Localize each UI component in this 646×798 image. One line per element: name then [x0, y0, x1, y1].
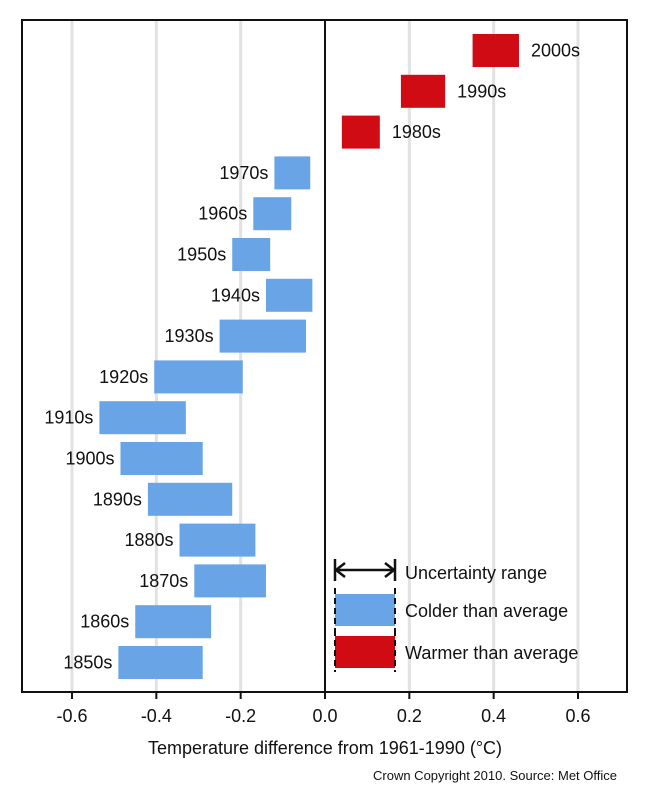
- x-tick-label: -0.4: [141, 706, 172, 726]
- decade-bar-1880s: [179, 523, 256, 557]
- x-tick-label: 0.2: [397, 706, 422, 726]
- legend-label-warmer: Warmer than average: [405, 643, 578, 663]
- credit-line: Crown Copyright 2010. Source: Met Office: [373, 768, 617, 783]
- decade-labels: 2000s 1990s 1980s 1970s 1960s 1950s 1940s 1930s…: [44, 41, 580, 673]
- legend: Uncertainty range Colder than average Wa…: [333, 559, 578, 672]
- decade-label: 1970s: [219, 163, 268, 183]
- decade-label: 1940s: [211, 285, 260, 305]
- decade-bar-1980s: [341, 115, 380, 149]
- decade-bar-1910s: [99, 401, 186, 435]
- legend-item-warmer: Warmer than average: [334, 630, 578, 672]
- x-tick-label: -0.2: [225, 706, 256, 726]
- decade-label: 1890s: [93, 489, 142, 509]
- decade-label: 1930s: [165, 326, 214, 346]
- decade-bar-1960s: [253, 197, 292, 231]
- decade-bars: [99, 34, 519, 679]
- decade-label: 1960s: [198, 204, 247, 224]
- decade-bar-1850s: [118, 646, 203, 679]
- decade-bar-1940s: [265, 278, 313, 312]
- decade-bar-1950s: [232, 238, 271, 271]
- decade-bar-2000s: [472, 34, 519, 67]
- x-axis-ticks: [70, 692, 580, 699]
- x-tick-label: 0.4: [481, 706, 506, 726]
- warmer-swatch-icon: [334, 630, 396, 672]
- decade-bar-1970s: [274, 156, 311, 190]
- decade-bar-1860s: [135, 605, 212, 639]
- uncertainty-range-icon: [333, 559, 397, 581]
- x-axis-title: Temperature difference from 1961-1990 (°…: [148, 738, 502, 758]
- decade-label: 1870s: [139, 571, 188, 591]
- x-tick-label: -0.6: [56, 706, 87, 726]
- decade-label: 1990s: [457, 81, 506, 101]
- decade-bar-1890s: [147, 482, 233, 516]
- decade-label: 1980s: [392, 122, 441, 142]
- x-axis-tick-labels: -0.6 -0.4 -0.2 0.0 0.2 0.4 0.6: [56, 706, 590, 726]
- decade-label: 2000s: [531, 41, 580, 61]
- legend-item-colder: Colder than average: [334, 588, 568, 632]
- decade-label: 1880s: [124, 530, 173, 550]
- decade-bar-1930s: [219, 319, 307, 353]
- x-tick-label: 0.0: [312, 706, 337, 726]
- decade-label: 1910s: [44, 408, 93, 428]
- colder-swatch-icon: [334, 588, 396, 632]
- decade-label: 1900s: [65, 449, 114, 469]
- grid-lines: [70, 20, 580, 692]
- decade-bar-1900s: [120, 442, 203, 475]
- decade-label: 1860s: [80, 612, 129, 632]
- decade-label: 1850s: [63, 653, 112, 673]
- decade-bar-1990s: [400, 74, 446, 108]
- decade-bar-1870s: [194, 564, 266, 598]
- decade-label: 1950s: [177, 245, 226, 265]
- legend-label-uncertainty: Uncertainty range: [405, 563, 547, 583]
- legend-label-colder: Colder than average: [405, 601, 568, 621]
- legend-item-uncertainty: Uncertainty range: [333, 559, 547, 583]
- x-tick-label: 0.6: [565, 706, 590, 726]
- decade-label: 1920s: [99, 367, 148, 387]
- decade-bar-1920s: [154, 360, 243, 394]
